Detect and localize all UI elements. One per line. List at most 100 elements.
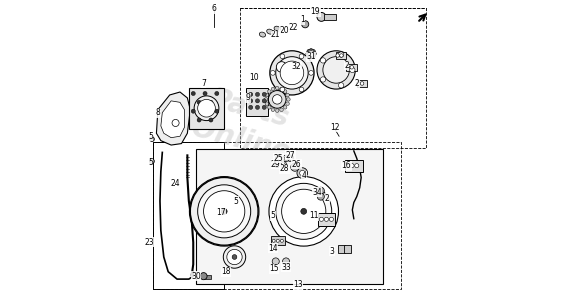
Circle shape xyxy=(319,217,324,221)
Circle shape xyxy=(313,50,315,52)
Circle shape xyxy=(280,87,285,92)
Bar xyxy=(346,64,357,70)
Circle shape xyxy=(191,91,195,96)
Text: 30: 30 xyxy=(191,272,201,281)
Circle shape xyxy=(276,183,332,239)
Circle shape xyxy=(291,163,299,171)
Circle shape xyxy=(276,155,282,162)
Circle shape xyxy=(215,91,219,96)
Circle shape xyxy=(277,157,280,160)
Circle shape xyxy=(268,91,286,108)
Circle shape xyxy=(203,191,245,232)
Bar xyxy=(246,88,268,116)
Text: 1: 1 xyxy=(300,15,305,24)
Text: 24: 24 xyxy=(171,179,180,188)
Circle shape xyxy=(339,83,344,88)
Bar xyxy=(338,245,345,252)
Circle shape xyxy=(301,208,307,214)
Circle shape xyxy=(271,70,275,75)
Circle shape xyxy=(270,51,314,95)
Ellipse shape xyxy=(274,26,280,31)
Circle shape xyxy=(215,109,219,113)
Circle shape xyxy=(262,105,266,110)
Circle shape xyxy=(265,93,269,97)
Circle shape xyxy=(276,62,287,72)
Bar xyxy=(343,245,351,252)
Bar xyxy=(154,142,224,289)
Circle shape xyxy=(265,102,269,105)
Circle shape xyxy=(280,108,283,112)
Circle shape xyxy=(317,12,326,21)
Circle shape xyxy=(280,87,283,91)
Circle shape xyxy=(306,49,316,58)
Text: 13: 13 xyxy=(293,281,303,289)
Circle shape xyxy=(194,96,219,120)
Ellipse shape xyxy=(266,29,273,34)
Circle shape xyxy=(190,177,259,246)
Circle shape xyxy=(198,99,216,117)
Circle shape xyxy=(249,92,253,96)
Text: 11: 11 xyxy=(309,211,319,220)
Circle shape xyxy=(323,57,349,83)
Circle shape xyxy=(286,102,290,105)
Text: 22: 22 xyxy=(288,23,298,32)
Circle shape xyxy=(200,273,207,280)
Text: 2: 2 xyxy=(325,194,329,202)
Circle shape xyxy=(150,159,154,164)
Circle shape xyxy=(203,109,207,113)
Circle shape xyxy=(249,105,253,110)
Circle shape xyxy=(309,70,313,75)
Text: 14: 14 xyxy=(268,244,277,253)
Circle shape xyxy=(283,90,287,93)
Circle shape xyxy=(272,258,279,265)
Circle shape xyxy=(276,163,279,166)
Circle shape xyxy=(276,109,279,112)
Circle shape xyxy=(345,164,349,168)
Circle shape xyxy=(232,255,237,259)
Circle shape xyxy=(320,77,325,82)
Circle shape xyxy=(336,54,339,57)
Circle shape xyxy=(317,51,355,89)
Text: 3: 3 xyxy=(329,247,334,256)
Text: 10: 10 xyxy=(249,73,258,82)
Circle shape xyxy=(350,65,354,69)
Bar xyxy=(318,213,335,226)
Text: 2: 2 xyxy=(344,61,349,70)
Bar xyxy=(357,80,367,87)
Circle shape xyxy=(221,208,227,214)
Circle shape xyxy=(272,239,275,242)
Circle shape xyxy=(203,91,207,96)
Text: Parts
Online: Parts Online xyxy=(188,82,301,167)
Circle shape xyxy=(255,92,260,96)
Text: 4: 4 xyxy=(301,171,306,181)
Circle shape xyxy=(320,58,325,63)
Text: 23: 23 xyxy=(144,238,154,247)
Bar xyxy=(240,8,426,148)
Circle shape xyxy=(307,50,309,52)
Circle shape xyxy=(264,98,268,101)
Circle shape xyxy=(255,99,260,103)
Circle shape xyxy=(299,87,304,92)
Text: 2: 2 xyxy=(354,79,359,88)
Circle shape xyxy=(314,53,316,55)
Circle shape xyxy=(317,187,324,194)
Circle shape xyxy=(317,193,324,200)
Text: 25: 25 xyxy=(274,154,283,163)
Text: 5: 5 xyxy=(271,211,275,220)
Text: 7: 7 xyxy=(201,79,206,88)
Circle shape xyxy=(198,185,251,238)
Circle shape xyxy=(346,65,350,69)
Circle shape xyxy=(288,157,292,160)
Circle shape xyxy=(255,105,260,110)
Text: 18: 18 xyxy=(221,267,231,276)
Text: 17: 17 xyxy=(216,208,226,217)
Text: 27: 27 xyxy=(286,151,295,160)
Text: 19: 19 xyxy=(311,7,320,16)
Circle shape xyxy=(350,67,355,73)
Text: 8: 8 xyxy=(155,108,160,117)
Circle shape xyxy=(249,99,253,103)
Circle shape xyxy=(271,87,275,91)
Circle shape xyxy=(276,86,279,90)
Circle shape xyxy=(197,118,201,122)
Circle shape xyxy=(355,164,359,168)
